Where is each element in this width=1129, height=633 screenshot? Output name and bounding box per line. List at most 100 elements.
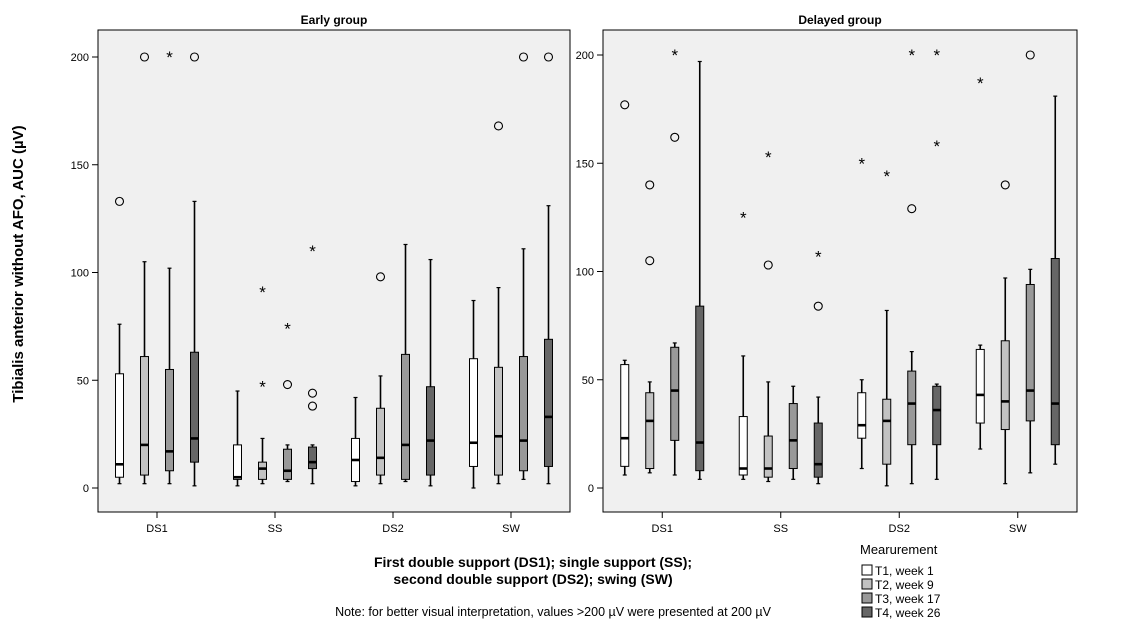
box-T1-SW: * [975, 74, 985, 450]
x-tick-label: DS2 [382, 523, 403, 535]
y-tick-label: 100 [71, 268, 89, 280]
x-tick-label: DS2 [889, 523, 910, 535]
iqr-box [469, 358, 478, 467]
outlier-circle [670, 132, 680, 142]
x-tick-label: SW [502, 523, 520, 535]
iqr-box [519, 356, 528, 472]
box-T4-SW [543, 52, 554, 485]
iqr-box [308, 446, 317, 470]
extreme-star: * [671, 46, 678, 65]
iqr-box [401, 353, 410, 480]
box-T3-DS2 [401, 243, 410, 483]
iqr-box [1050, 258, 1060, 446]
iqr-box [907, 370, 917, 446]
iqr-box [670, 346, 680, 441]
outlier-circle [518, 52, 529, 62]
iqr-box [258, 461, 267, 480]
box-T1-SS [233, 390, 242, 487]
box-T2-SW [493, 121, 504, 485]
extreme-star: * [259, 378, 266, 397]
iqr-box [620, 364, 630, 467]
x-tick-label: SW [1009, 523, 1027, 535]
extreme-star: * [933, 137, 940, 156]
extreme-star: * [858, 154, 865, 173]
footnote: Note: for better visual interpretation, … [335, 605, 771, 619]
box-T3-SW [1025, 50, 1035, 474]
iqr-box [695, 305, 705, 472]
iqr-box [115, 373, 124, 478]
box-T3-SS: * [282, 320, 293, 483]
extreme-star: * [815, 247, 822, 266]
y-tick-label: 50 [77, 375, 89, 387]
box-T1-DS1 [114, 196, 125, 485]
box-T1-SW [469, 299, 478, 489]
iqr-box [857, 392, 867, 439]
extreme-star: * [977, 74, 984, 93]
box-T3-SS [788, 385, 798, 480]
outlier-circle [493, 121, 504, 131]
box-T4-SW [1050, 95, 1060, 465]
box-T2-SW [1000, 180, 1010, 485]
legend-swatch-T4 [861, 606, 873, 618]
box-T4-SS: * [307, 242, 318, 485]
box-T2-SS: ** [258, 283, 267, 485]
extreme-star: * [166, 48, 173, 67]
iqr-box [788, 403, 798, 470]
plot-area [602, 29, 1078, 513]
x-tick-label: SS [268, 523, 283, 535]
box-T3-DS2: * [907, 46, 917, 485]
outlier-circle [763, 260, 773, 270]
iqr-box [975, 348, 985, 424]
outlier-circle [375, 272, 386, 282]
iqr-box [140, 356, 149, 476]
box-T3-SW [518, 52, 529, 480]
legend-swatch-T1 [861, 564, 873, 576]
box-T1-DS2 [351, 396, 360, 487]
extreme-star: * [908, 46, 915, 65]
iqr-box [763, 435, 773, 478]
outlier-circle [307, 388, 318, 398]
legend-label-T2: T2, week 9 [875, 578, 934, 592]
legend-swatch-T2 [861, 578, 873, 590]
y-tick-label: 0 [83, 483, 89, 495]
iqr-box [813, 422, 823, 478]
x-tick-label: DS1 [652, 523, 673, 535]
iqr-box [165, 368, 174, 472]
outlier-circle [139, 52, 150, 62]
y-tick-label: 200 [71, 52, 89, 64]
iqr-box [738, 416, 748, 476]
iqr-box [1025, 283, 1035, 422]
x-tick-label: SS [773, 523, 788, 535]
legend-title: Mearurement [860, 542, 938, 557]
box-T4-DS2: ** [932, 46, 942, 480]
box-T3-DS1: * [670, 46, 680, 476]
panel-title: Delayed group [798, 13, 881, 27]
iqr-box [233, 444, 242, 480]
y-axis-label: Tibialis anterior without AFO, AUC (µV) [10, 125, 27, 402]
extreme-star: * [284, 320, 291, 339]
extreme-star: * [309, 242, 316, 261]
iqr-box [645, 392, 655, 470]
box-T1-SS: * [738, 208, 748, 480]
x-axis-label-line2: second double support (DS2); swing (SW) [393, 571, 672, 587]
x-tick-label: DS1 [146, 523, 167, 535]
iqr-box [426, 386, 435, 476]
extreme-star: * [259, 283, 266, 302]
legend-label-T1: T1, week 1 [875, 564, 934, 578]
outlier-circle [114, 196, 125, 206]
iqr-box [932, 385, 942, 446]
box-T4-DS1 [695, 60, 705, 480]
iqr-box [190, 351, 199, 463]
box-T2-DS2: * [882, 167, 892, 487]
box-T4-DS2 [426, 258, 435, 487]
y-tick-label: 150 [71, 160, 89, 172]
outlier-circle [1025, 50, 1035, 60]
outlier-circle [907, 204, 917, 214]
outlier-circle [645, 180, 655, 190]
iqr-box [283, 448, 292, 480]
outlier-circle [189, 52, 200, 62]
y-tick-label: 200 [576, 50, 594, 62]
